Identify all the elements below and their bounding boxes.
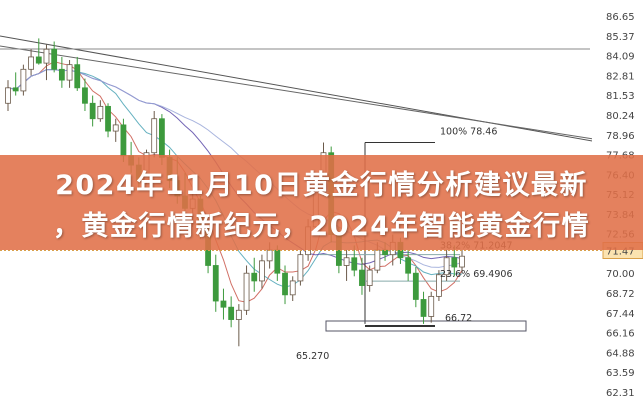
candle-body bbox=[274, 249, 281, 274]
candle-body bbox=[359, 269, 365, 286]
y-tick-label: 70.00 bbox=[606, 269, 635, 280]
y-tick-label: 84.09 bbox=[606, 52, 635, 63]
candle-body bbox=[228, 306, 235, 320]
candle-body bbox=[405, 257, 412, 274]
candle-body bbox=[243, 272, 250, 311]
title-line-2: ，黄金行情新纪元，2024年智能黄金行情 bbox=[52, 211, 591, 242]
trend-line bbox=[0, 35, 643, 151]
y-tick-label: 64.88 bbox=[606, 348, 635, 359]
candle-body bbox=[35, 56, 42, 64]
y-tick-label: 81.53 bbox=[606, 91, 635, 102]
y-tick-label: 86.65 bbox=[606, 12, 635, 23]
candle-body bbox=[297, 254, 304, 282]
candle-body bbox=[97, 105, 104, 120]
candle-body bbox=[451, 257, 458, 268]
candle-body bbox=[158, 118, 165, 158]
annotation-label: 66.72 bbox=[445, 313, 472, 324]
candle-body bbox=[51, 48, 58, 70]
candle-body bbox=[20, 68, 27, 92]
ma-line-5 bbox=[7, 61, 463, 303]
y-tick-label: 67.44 bbox=[606, 309, 635, 320]
title-banner bbox=[0, 155, 643, 250]
annotation-label: 65.270 bbox=[296, 351, 329, 362]
trend-lines bbox=[0, 35, 643, 151]
candle-body bbox=[443, 257, 450, 276]
candle-body bbox=[259, 260, 265, 282]
candle-body bbox=[105, 105, 111, 132]
candle-body bbox=[412, 272, 419, 300]
candle-body bbox=[151, 118, 158, 154]
candle-body bbox=[112, 124, 119, 132]
candle-body bbox=[58, 68, 65, 81]
candle-body bbox=[5, 87, 11, 104]
y-tick-label: 82.81 bbox=[606, 71, 635, 82]
range-box bbox=[325, 320, 527, 332]
candle-body bbox=[220, 300, 227, 308]
current-price-label: 71.47 bbox=[606, 246, 635, 257]
candle-body bbox=[28, 56, 34, 70]
candle-body bbox=[120, 124, 127, 157]
candle-body bbox=[420, 299, 427, 317]
candle-body bbox=[89, 102, 96, 120]
annotation-label: 100% 78.46 bbox=[440, 127, 497, 138]
candle-body bbox=[282, 272, 288, 296]
candle-body bbox=[428, 295, 435, 317]
candle-body bbox=[459, 255, 465, 268]
candle-body bbox=[82, 87, 88, 104]
candle-body bbox=[43, 48, 50, 64]
y-tick-label: 78.96 bbox=[606, 131, 635, 142]
y-tick-label: 63.59 bbox=[606, 368, 635, 379]
title-line-1: 2024年11月10日黄金行情分析建议最新 bbox=[55, 170, 588, 201]
candle-body bbox=[74, 64, 81, 89]
y-tick-label: 80.24 bbox=[606, 111, 635, 122]
candle-body bbox=[289, 280, 296, 296]
candle-body bbox=[12, 87, 19, 92]
candle-body bbox=[212, 265, 219, 302]
candle-body bbox=[374, 249, 381, 271]
candle-body bbox=[66, 64, 73, 81]
annotation-label: 23.6% 69.4906 bbox=[440, 269, 512, 280]
candle-body bbox=[436, 274, 442, 297]
candle-body bbox=[343, 257, 350, 266]
y-tick-label: 68.72 bbox=[606, 289, 635, 300]
candle-body bbox=[266, 249, 273, 262]
trend-line bbox=[0, 45, 601, 141]
candle-body bbox=[235, 309, 242, 320]
candle-body bbox=[251, 272, 258, 282]
y-tick-label: 62.31 bbox=[606, 388, 635, 399]
candle-body bbox=[366, 269, 373, 286]
y-tick-label: 66.16 bbox=[606, 329, 635, 340]
candle-body bbox=[351, 257, 358, 271]
y-tick-label: 85.37 bbox=[606, 32, 635, 43]
